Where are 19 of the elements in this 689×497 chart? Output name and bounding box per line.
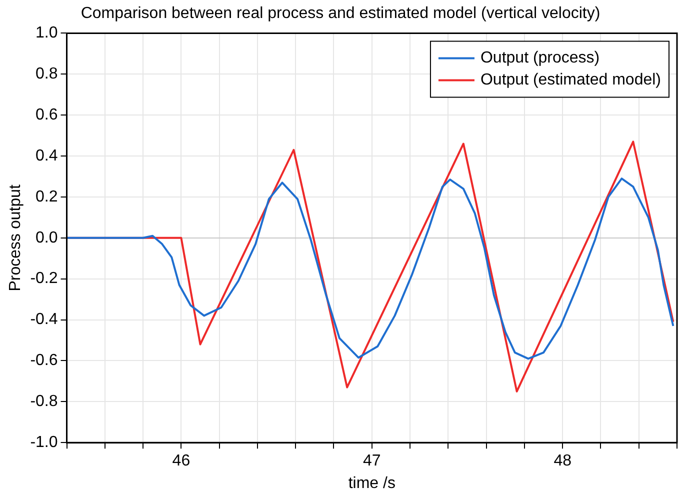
legend-label: Output (estimated model) <box>480 72 662 89</box>
y-tick-label: 0.2 <box>36 188 58 206</box>
x-axis-title: time /s <box>348 474 396 492</box>
x-tick-label: 46 <box>172 452 190 470</box>
y-tick-label: -1.0 <box>30 434 58 452</box>
y-tick-label: 0.0 <box>36 229 58 246</box>
y-tick-label: 0.6 <box>36 106 58 124</box>
y-tick-label: -0.4 <box>30 311 58 328</box>
y-tick-label: 0.8 <box>36 66 58 83</box>
y-tick-label: -0.6 <box>30 352 58 370</box>
y-tick-label: -0.2 <box>30 270 58 288</box>
x-tick-label: 48 <box>554 452 572 470</box>
chart-title: Comparison between real process and estimated model (vertical velocity) <box>80 5 600 22</box>
legend-label: Output (process) <box>480 50 600 67</box>
y-tick-label: 0.4 <box>36 147 58 164</box>
x-tick-label: 47 <box>362 452 381 470</box>
y-tick-label: 1.0 <box>36 24 58 42</box>
y-axis-title: Process output <box>7 184 24 292</box>
y-tick-label: -0.8 <box>30 393 58 410</box>
